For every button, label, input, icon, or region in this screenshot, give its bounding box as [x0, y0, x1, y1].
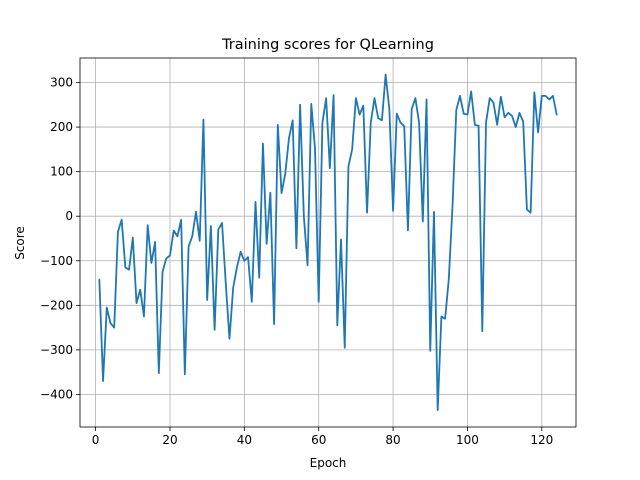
y-tick-label: −400 [40, 387, 73, 401]
x-axis-ticks: 0 20 40 60 80 100 120 [92, 427, 553, 447]
x-tick-label: 100 [456, 433, 479, 447]
x-tick-label: 20 [162, 433, 177, 447]
y-tick-label: −100 [40, 254, 73, 268]
y-tick-label: 300 [50, 76, 73, 90]
y-axis-label: Score [13, 226, 27, 260]
y-axis-ticks: −400 −300 −200 −100 0 100 200 300 [40, 76, 80, 401]
x-tick-label: 0 [92, 433, 100, 447]
x-tick-label: 120 [530, 433, 553, 447]
x-tick-label: 80 [385, 433, 400, 447]
x-tick-label: 60 [311, 433, 326, 447]
y-tick-label: −200 [40, 298, 73, 312]
y-tick-label: 100 [50, 165, 73, 179]
y-tick-label: 0 [65, 209, 73, 223]
chart-title: Training scores for QLearning [221, 37, 434, 53]
series-layer [98, 73, 558, 411]
x-axis-label: Epoch [310, 456, 347, 470]
x-tick-label: 40 [237, 433, 252, 447]
y-tick-label: 200 [50, 120, 73, 134]
series-line [98, 73, 558, 411]
plot-frame [79, 57, 577, 428]
y-tick-label: −300 [40, 343, 73, 357]
